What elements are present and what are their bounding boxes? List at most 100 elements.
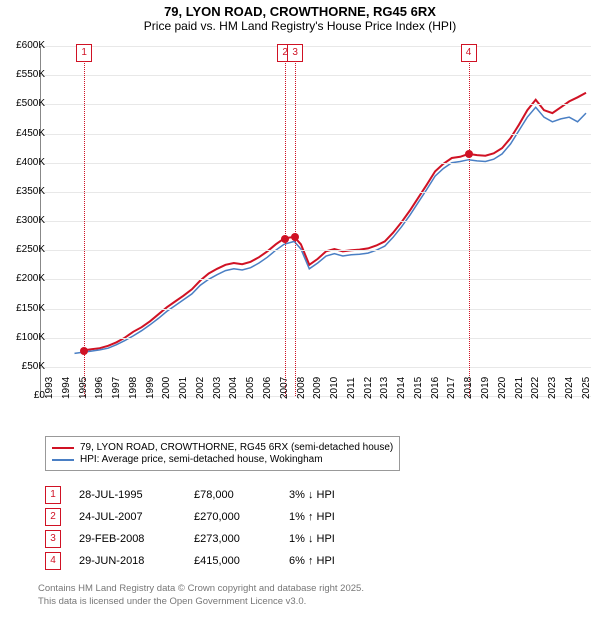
x-axis-label: 1997 [111,377,122,399]
event-price: £273,000 [194,533,289,545]
marker-line [469,46,470,396]
marker-line [285,46,286,396]
x-axis-label: 1996 [94,377,105,399]
y-axis-label: £600K [5,40,45,51]
y-axis-label: £300K [5,215,45,226]
x-axis-label: 2020 [497,377,508,399]
x-axis-label: 2007 [279,377,290,399]
x-axis-label: 2021 [514,377,525,399]
y-axis-label: £250K [5,244,45,255]
legend-label: HPI: Average price, semi-detached house,… [80,454,323,465]
gridline-h [41,134,591,135]
legend-row: HPI: Average price, semi-detached house,… [52,454,393,465]
y-axis-label: £550K [5,69,45,80]
event-price: £270,000 [194,511,289,523]
x-axis-label: 1995 [78,377,89,399]
events-table: 128-JUL-1995£78,0003% ↓ HPI224-JUL-2007£… [45,482,349,574]
event-row: 2 24-JUL-2007£270,0001% ↑ HPI [45,508,349,526]
y-axis-label: £100K [5,332,45,343]
gridline-h [41,163,591,164]
x-axis-label: 1999 [145,377,156,399]
x-axis-label: 1998 [128,377,139,399]
gridline-h [41,104,591,105]
x-axis-label: 2005 [245,377,256,399]
gridline-h [41,46,591,47]
event-number-box: 3 [45,530,61,548]
gridline-h [41,367,591,368]
marker-number-box: 3 [287,44,303,62]
x-axis-label: 2011 [346,377,357,399]
marker-line [84,46,85,396]
gridline-h [41,75,591,76]
event-row: 128-JUL-1995£78,0003% ↓ HPI [45,486,349,504]
legend-row: 79, LYON ROAD, CROWTHORNE, RG45 6RX (sem… [52,442,393,453]
x-axis-label: 2019 [480,377,491,399]
x-axis-label: 2010 [329,377,340,399]
footer-line-2: This data is licensed under the Open Gov… [38,596,364,608]
marker-dot [80,347,88,355]
legend-swatch [52,459,74,461]
x-axis-label: 2025 [581,377,592,399]
marker-number-box: 4 [461,44,477,62]
y-axis-label: £350K [5,186,45,197]
chart-title: 79, LYON ROAD, CROWTHORNE, RG45 6RX [0,4,600,19]
y-axis-label: £0 [5,390,45,401]
gridline-h [41,192,591,193]
x-axis-label: 1993 [44,377,55,399]
event-number-box: 4 [45,552,61,570]
event-pct: 1% ↓ HPI [289,533,349,545]
event-number-box: 2 [45,508,61,526]
x-axis-label: 2002 [195,377,206,399]
marker-number-box: 1 [76,44,92,62]
event-row: 3 29-FEB-2008£273,0001% ↓ HPI [45,530,349,548]
chart-subtitle: Price paid vs. HM Land Registry's House … [0,19,600,33]
marker-dot [291,233,299,241]
gridline-h [41,279,591,280]
y-axis-label: £500K [5,98,45,109]
x-axis-label: 2013 [379,377,390,399]
legend-box: 79, LYON ROAD, CROWTHORNE, RG45 6RX (sem… [45,436,400,471]
x-axis-label: 2014 [396,377,407,399]
event-row: 4 29-JUN-2018£415,0006% ↑ HPI [45,552,349,570]
event-pct: 3% ↓ HPI [289,489,349,501]
gridline-h [41,221,591,222]
x-axis-label: 2015 [413,377,424,399]
marker-dot [281,235,289,243]
x-axis-label: 2023 [547,377,558,399]
x-axis-label: 2001 [178,377,189,399]
plot-area: 1234 [40,46,591,397]
footer-line-1: Contains HM Land Registry data © Crown c… [38,583,364,595]
marker-dot [465,150,473,158]
x-axis-label: 2004 [228,377,239,399]
event-pct: 1% ↑ HPI [289,511,349,523]
y-axis-label: £450K [5,128,45,139]
x-axis-label: 2012 [363,377,374,399]
event-price: £78,000 [194,489,289,501]
chart-container: 79, LYON ROAD, CROWTHORNE, RG45 6RX Pric… [0,4,600,624]
event-number-box: 1 [45,486,61,504]
legend-swatch [52,447,74,449]
x-axis-label: 2024 [564,377,575,399]
x-axis-label: 2017 [446,377,457,399]
legend-label: 79, LYON ROAD, CROWTHORNE, RG45 6RX (sem… [80,442,393,453]
gridline-h [41,338,591,339]
x-axis-label: 2009 [312,377,323,399]
event-date: 29-FEB-2008 [79,533,194,545]
event-date: 29-JUN-2018 [79,555,194,567]
x-axis-label: 2018 [463,377,474,399]
x-axis-label: 2008 [296,377,307,399]
y-axis-label: £150K [5,303,45,314]
gridline-h [41,309,591,310]
x-axis-label: 2003 [212,377,223,399]
x-axis-label: 2006 [262,377,273,399]
event-date: 24-JUL-2007 [79,511,194,523]
y-axis-label: £400K [5,157,45,168]
event-price: £415,000 [194,555,289,567]
marker-line [295,46,296,396]
gridline-h [41,250,591,251]
series-line [75,107,587,353]
x-axis-label: 1994 [61,377,72,399]
x-axis-label: 2022 [530,377,541,399]
x-axis-label: 2016 [430,377,441,399]
event-pct: 6% ↑ HPI [289,555,349,567]
